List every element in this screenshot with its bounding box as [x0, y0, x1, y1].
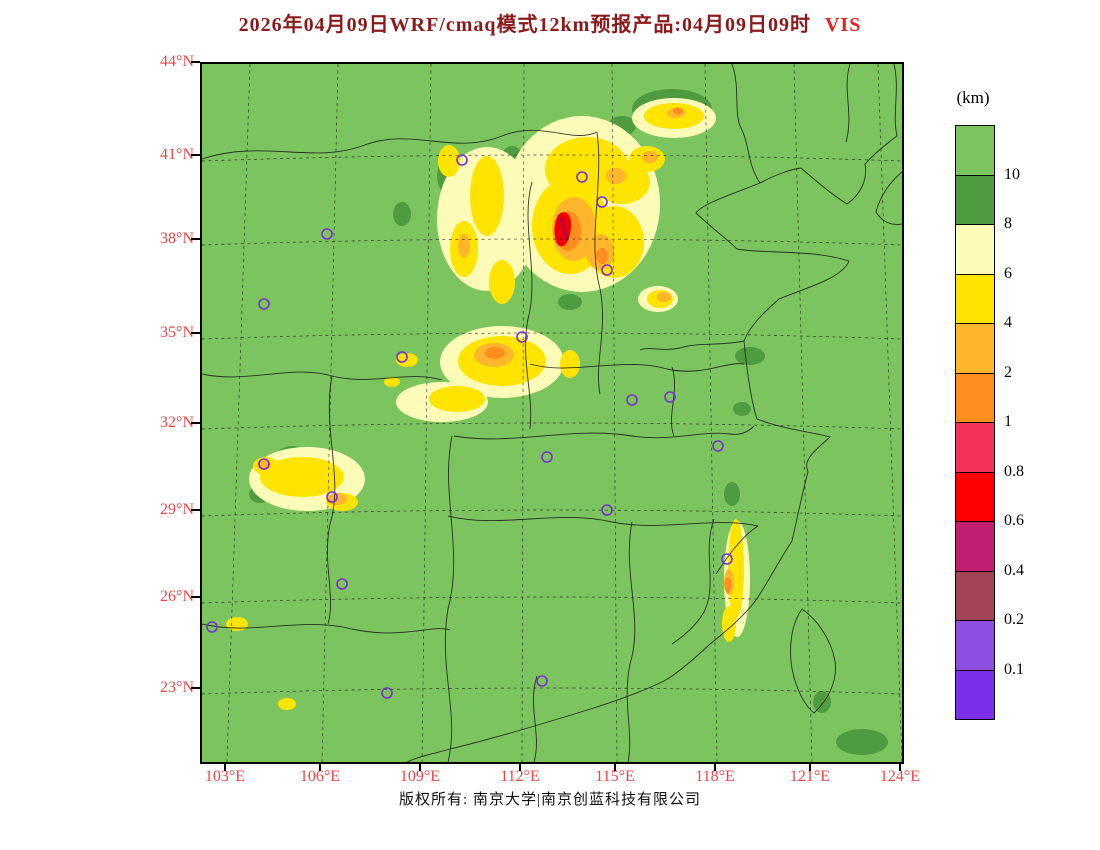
station-marker-16 [206, 621, 218, 633]
lat-label-38°N: 38°N [160, 230, 194, 247]
station-marker-12 [258, 458, 270, 470]
station-marker-8 [541, 451, 553, 463]
legend-tick-1: 1 [1004, 413, 1012, 430]
legend-tick-8: 8 [1004, 215, 1012, 232]
legend-segment-2 [955, 224, 995, 275]
lon-label-115°E: 115°E [595, 768, 635, 785]
legend-tick-10: 10 [1004, 165, 1020, 183]
legend-tick-0.6: 0.6 [1004, 512, 1024, 529]
station-marker-5 [601, 264, 613, 276]
boundaries [202, 64, 902, 762]
lat-label-26°N: 26°N [160, 588, 194, 605]
lon-label-124°E: 124°E [879, 768, 921, 785]
lon-tick-121°E [809, 762, 811, 771]
legend-tick-0.2: 0.2 [1004, 611, 1024, 628]
station-marker-7 [396, 351, 408, 363]
station-marker-0 [321, 228, 333, 240]
legend-tick-2: 2 [1004, 363, 1012, 381]
lat-tick-29°N [191, 509, 200, 511]
station-marker-19 [721, 553, 733, 565]
legend-segment-8 [955, 521, 995, 572]
lat-tick-38°N [191, 238, 200, 240]
copyright-footer: 版权所有: 南京大学|南京创蓝科技有限公司 [399, 792, 701, 808]
lon-tick-115°E [614, 762, 616, 771]
station-marker-2 [576, 171, 588, 183]
lon-label-118°E: 118°E [695, 768, 735, 785]
lon-tick-112°E [519, 762, 521, 771]
lat-label-44°N: 44°N [160, 53, 194, 70]
station-marker-17 [536, 675, 548, 687]
legend-segment-1 [955, 174, 995, 225]
legend-segment-11 [955, 669, 995, 720]
station-marker-13 [326, 491, 338, 503]
station-marker-18 [381, 687, 393, 699]
figure-title-variable: VIS [824, 14, 862, 36]
lon-label-121°E: 121°E [789, 768, 831, 785]
patch-crimson-streak [559, 217, 569, 241]
station-marker-10 [664, 391, 676, 403]
station-marker-1 [456, 154, 468, 166]
lat-tick-44°N [191, 61, 200, 63]
lon-tick-106°E [319, 762, 321, 771]
legend-segment-10 [955, 620, 995, 671]
lat-label-23°N: 23°N [160, 679, 194, 696]
coastline-east [406, 182, 850, 762]
lat-tick-32°N [191, 422, 200, 424]
legend-tick-0.1: 0.1 [1004, 660, 1024, 678]
legend-tick-0.4: 0.4 [1004, 561, 1024, 579]
lat-label-29°N: 29°N [160, 501, 194, 518]
lat-label-41°N: 41°N [160, 146, 194, 163]
taiwan-island [790, 608, 836, 714]
figure-title-text: 2026年04月09日WRF/cmaq模式12km预报产品:04月09日09时 [238, 14, 811, 36]
lat-label-35°N: 35°N [160, 324, 194, 341]
station-marker-15 [336, 578, 348, 590]
station-marker-14 [601, 504, 613, 516]
legend-tick-6: 6 [1004, 264, 1012, 282]
legend-tick-4: 4 [1004, 314, 1012, 331]
graticule [202, 64, 902, 762]
station-marker-9 [626, 394, 638, 406]
station-marker-4 [258, 298, 270, 310]
lat-tick-35°N [191, 332, 200, 334]
lon-tick-103°E [224, 762, 226, 771]
station-marker-11 [712, 440, 724, 452]
coastline-northeast [759, 64, 898, 205]
legend-unit-label: (km) [956, 88, 990, 107]
station-markers [206, 154, 733, 699]
lon-tick-124°E [899, 762, 901, 771]
legend-segment-5 [955, 372, 995, 423]
legend-segment-0 [955, 125, 995, 176]
legend-segment-6 [955, 422, 995, 473]
legend-segment-3 [955, 273, 995, 324]
station-marker-3 [596, 196, 608, 208]
station-marker-6 [516, 331, 528, 343]
lon-label-106°E: 106°E [299, 768, 341, 785]
lat-label-32°N: 32°N [160, 414, 194, 431]
lon-tick-109°E [419, 762, 421, 771]
map-svg [202, 64, 902, 762]
lon-label-109°E: 109°E [399, 768, 441, 785]
legend-tick-0.8: 0.8 [1004, 462, 1024, 480]
legend-segment-7 [955, 471, 995, 522]
legend-segment-9 [955, 570, 995, 621]
lon-tick-118°E [714, 762, 716, 771]
lon-label-112°E: 112°E [500, 768, 540, 785]
map-panel [200, 62, 904, 764]
lat-tick-41°N [191, 154, 200, 156]
legend-segment-4 [955, 323, 995, 374]
lat-tick-26°N [191, 596, 200, 598]
figure-title: 2026年04月09日WRF/cmaq模式12km预报产品:04月09日09时 V… [0, 8, 1100, 37]
lon-label-103°E: 103°E [204, 768, 246, 785]
lat-tick-23°N [191, 687, 200, 689]
